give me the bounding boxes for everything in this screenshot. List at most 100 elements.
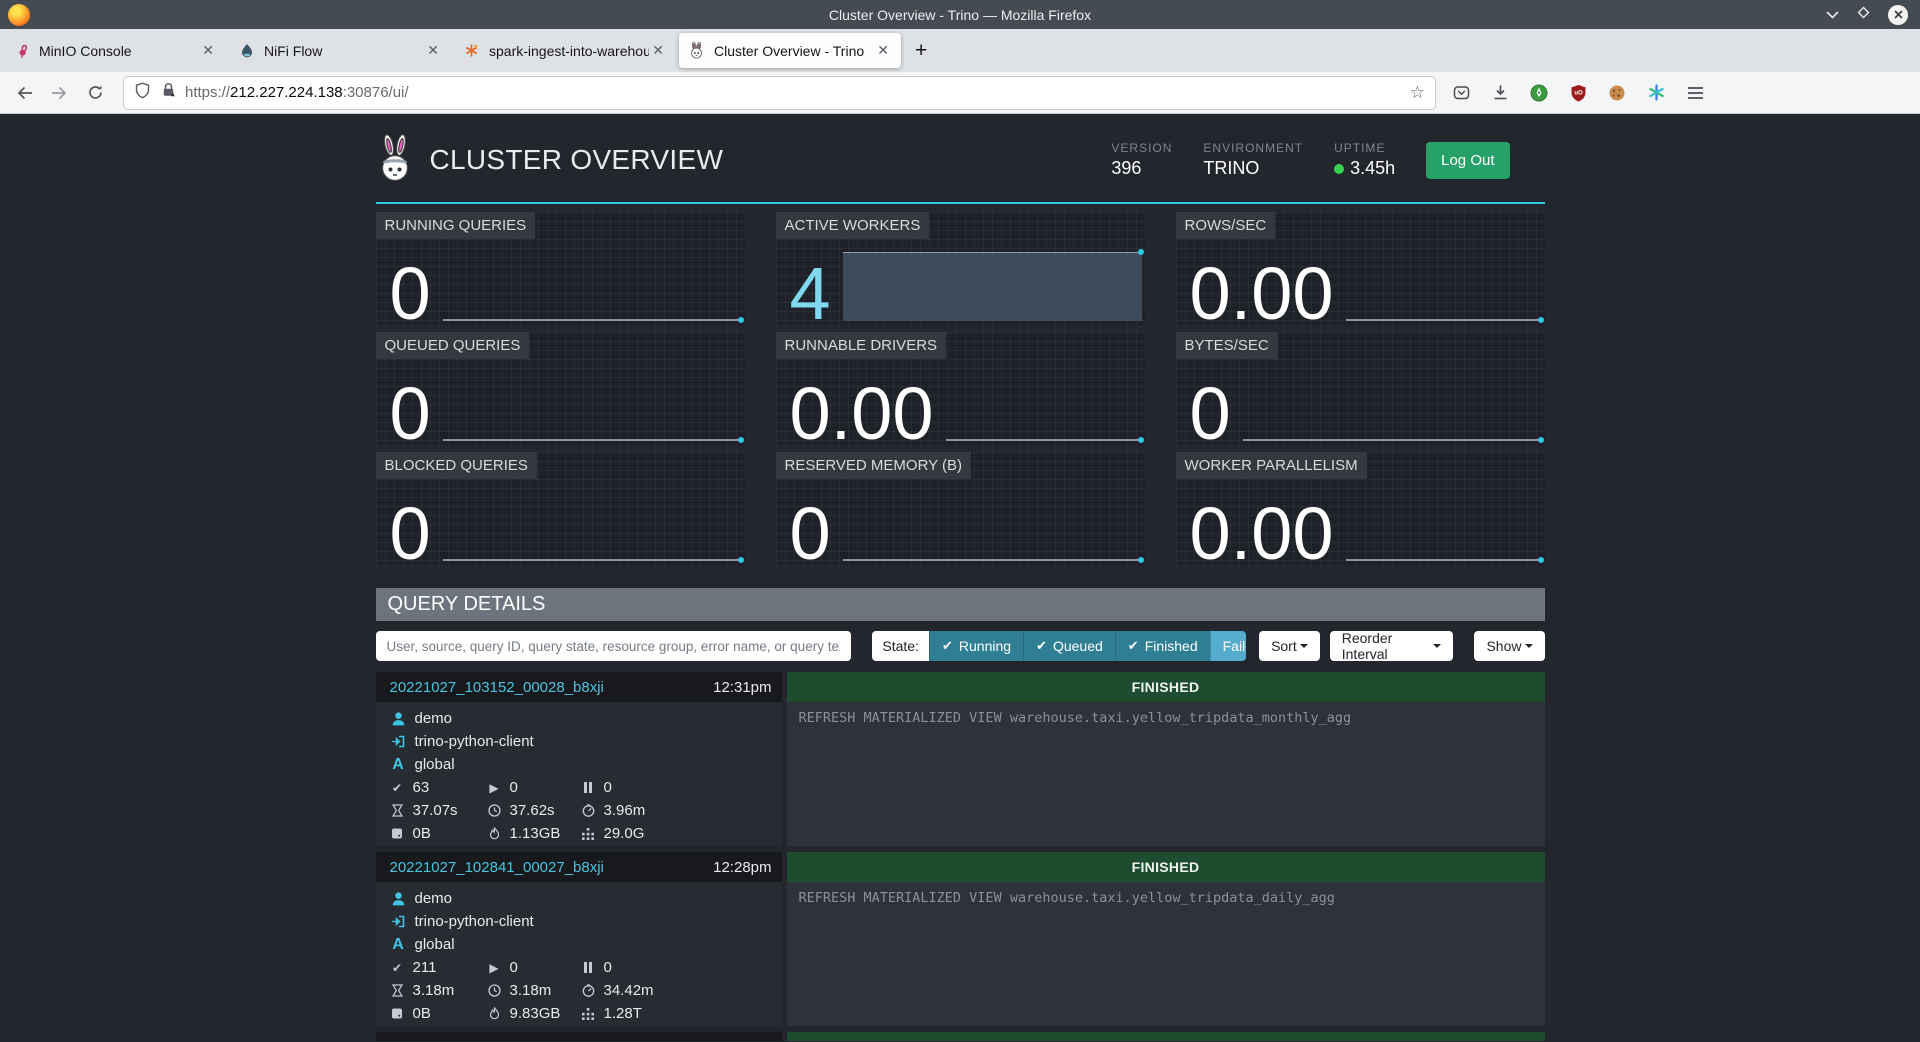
url-text[interactable]: https://212.227.224.138:30876/ui/ [185, 84, 409, 101]
user-icon [390, 891, 407, 906]
resource-group-icon: A [392, 755, 404, 773]
window-maximize-button[interactable] [1856, 5, 1871, 25]
running-splits-icon: ▶ [489, 960, 499, 975]
cumulative-memory-icon [581, 1007, 596, 1020]
sparkline [442, 506, 744, 563]
user-icon [390, 711, 407, 726]
source-icon [390, 915, 407, 928]
check-icon: ✔ [1127, 638, 1139, 653]
stat-value: 0.00 [1189, 492, 1334, 575]
forward-button[interactable] [46, 80, 72, 106]
tracking-shield-icon[interactable] [134, 81, 151, 104]
tab-close-icon[interactable]: ✕ [427, 42, 439, 58]
query-status-bar: FINISHED [786, 672, 1545, 702]
browser-navbar: https://212.227.224.138:30876/ui/ ☆ uO [0, 72, 1920, 114]
url-bar[interactable]: https://212.227.224.138:30876/ui/ ☆ [124, 76, 1435, 109]
stat-tile-bytes-sec: BYTES/SEC 0 [1175, 332, 1545, 451]
queued-splits-icon [581, 962, 596, 973]
stat-value: 0 [389, 372, 431, 455]
reorder-interval-dropdown[interactable]: Reorder Interval [1329, 630, 1454, 662]
cpu-time-icon [581, 804, 596, 817]
query-time: 12:28pm [713, 1039, 771, 1042]
completed-splits-icon: ✔ [391, 960, 403, 975]
stat-value: 0.00 [1189, 252, 1334, 335]
sort-dropdown[interactable]: Sort [1259, 631, 1320, 661]
containers-asterisk-icon[interactable] [1646, 83, 1666, 103]
download-icon[interactable] [1490, 83, 1510, 103]
firefox-logo-icon [8, 3, 30, 26]
stat-tile-worker-parallelism: WORKER PARALLELISM 0.00 [1175, 452, 1545, 575]
ublock-origin-icon[interactable]: uO [1568, 83, 1588, 103]
query-status-bar: FINISHED [786, 852, 1545, 882]
extension-toolbar: uO [1451, 83, 1705, 103]
running-splits-icon: ▶ [489, 780, 499, 795]
tab-close-icon[interactable]: ✕ [877, 42, 889, 58]
state-filter-running[interactable]: ✔ Running [929, 631, 1024, 661]
stat-value: 0 [389, 252, 431, 335]
query-text: REFRESH MATERIALIZED VIEW warehouse.taxi… [798, 710, 1352, 726]
back-button[interactable] [12, 80, 38, 106]
cumulative-memory-icon [581, 827, 596, 840]
state-filter-label: State: [872, 631, 929, 661]
browser-tab-bar: MinIO Console ✕ NiFi Flow ✕ spark-ingest… [0, 29, 1920, 72]
sparkline [1345, 506, 1544, 563]
trino-bunny-icon [688, 42, 705, 59]
logout-button[interactable]: Log Out [1426, 141, 1510, 179]
new-tab-button[interactable]: + [915, 38, 928, 62]
query-id-link[interactable]: 20221027_102841_00026_b8xji [390, 1039, 604, 1042]
sparkline [842, 506, 1144, 563]
running-splits: 0 [509, 959, 518, 976]
query-id-link[interactable]: 20221027_103152_00028_b8xji [389, 678, 604, 696]
tab-title: spark-ingest-into-warehou [489, 42, 650, 59]
lock-warning-icon[interactable] [161, 82, 176, 103]
cluster-stats-grid: RUNNING QUERIES 0 ACTIVE WORKERS 4 ROWS/… [375, 212, 1545, 575]
sparkline [945, 386, 1144, 443]
tab-close-icon[interactable]: ✕ [652, 42, 664, 58]
peak-memory-icon [487, 827, 502, 840]
tab-spark-notebook[interactable]: spark-ingest-into-warehou ✕ [454, 33, 676, 68]
tab-nifi-flow[interactable]: NiFi Flow ✕ [229, 33, 451, 68]
nifi-drop-icon [238, 42, 255, 59]
tab-close-icon[interactable]: ✕ [202, 42, 214, 58]
stat-label: RUNNABLE DRIVERS [775, 332, 947, 359]
version-block: VERSION 396 [1111, 141, 1172, 179]
query-resource-group: global [414, 936, 455, 953]
cookie-icon[interactable] [1607, 83, 1627, 103]
query-search-input[interactable] [375, 631, 852, 661]
uptime-block: UPTIME 3.45h [1334, 141, 1395, 179]
window-close-button[interactable] [1888, 4, 1908, 25]
window-titlebar: Cluster Overview - Trino — Mozilla Firef… [0, 0, 1920, 29]
spark-icon [463, 42, 480, 59]
hamburger-menu-icon[interactable] [1685, 83, 1705, 103]
bookmark-star-icon[interactable]: ☆ [1409, 83, 1425, 102]
total-time: 37.62s [509, 802, 555, 819]
state-filter-finished[interactable]: ✔ Finished [1114, 631, 1210, 661]
query-text-panel[interactable]: REFRESH MATERIALIZED VIEW warehouse.taxi… [786, 882, 1545, 1026]
stat-value: 0 [389, 492, 431, 575]
stat-label: QUEUED QUERIES [375, 332, 530, 359]
tab-cluster-overview-active[interactable]: Cluster Overview - Trino ✕ [679, 33, 901, 68]
uptime-label: UPTIME [1334, 141, 1386, 155]
query-id-link[interactable]: 20221027_102841_00027_b8xji [389, 858, 604, 876]
current-memory: 0B [412, 825, 431, 842]
window-minimize-button[interactable] [1826, 6, 1839, 24]
sparkline [1345, 266, 1544, 323]
query-list: 20221027_103152_00028_b8xji 12:31pm FINI… [375, 672, 1545, 1042]
svg-text:uO: uO [1574, 90, 1583, 96]
state-filter-queued[interactable]: ✔ Queued [1023, 631, 1115, 661]
cumulative-memory: 29.0G [603, 825, 645, 842]
show-dropdown[interactable]: Show [1474, 631, 1545, 661]
sparkline [442, 266, 744, 323]
state-filter-failed-dropdown[interactable]: Failed [1209, 631, 1247, 661]
tab-minio-console[interactable]: MinIO Console ✕ [4, 33, 226, 68]
check-icon: ✔ [942, 638, 953, 653]
resource-group-icon: A [392, 935, 404, 953]
pocket-icon[interactable] [1451, 83, 1471, 103]
reload-button[interactable] [82, 80, 108, 106]
stat-label: ACTIVE WORKERS [775, 212, 930, 239]
privacy-badger-icon[interactable] [1529, 83, 1549, 103]
queued-splits: 0 [603, 959, 612, 976]
query-text-panel[interactable]: REFRESH MATERIALIZED VIEW warehouse.taxi… [786, 702, 1545, 846]
environment-block: ENVIRONMENT TRINO [1203, 141, 1303, 179]
stat-label: ROWS/SEC [1175, 212, 1276, 239]
